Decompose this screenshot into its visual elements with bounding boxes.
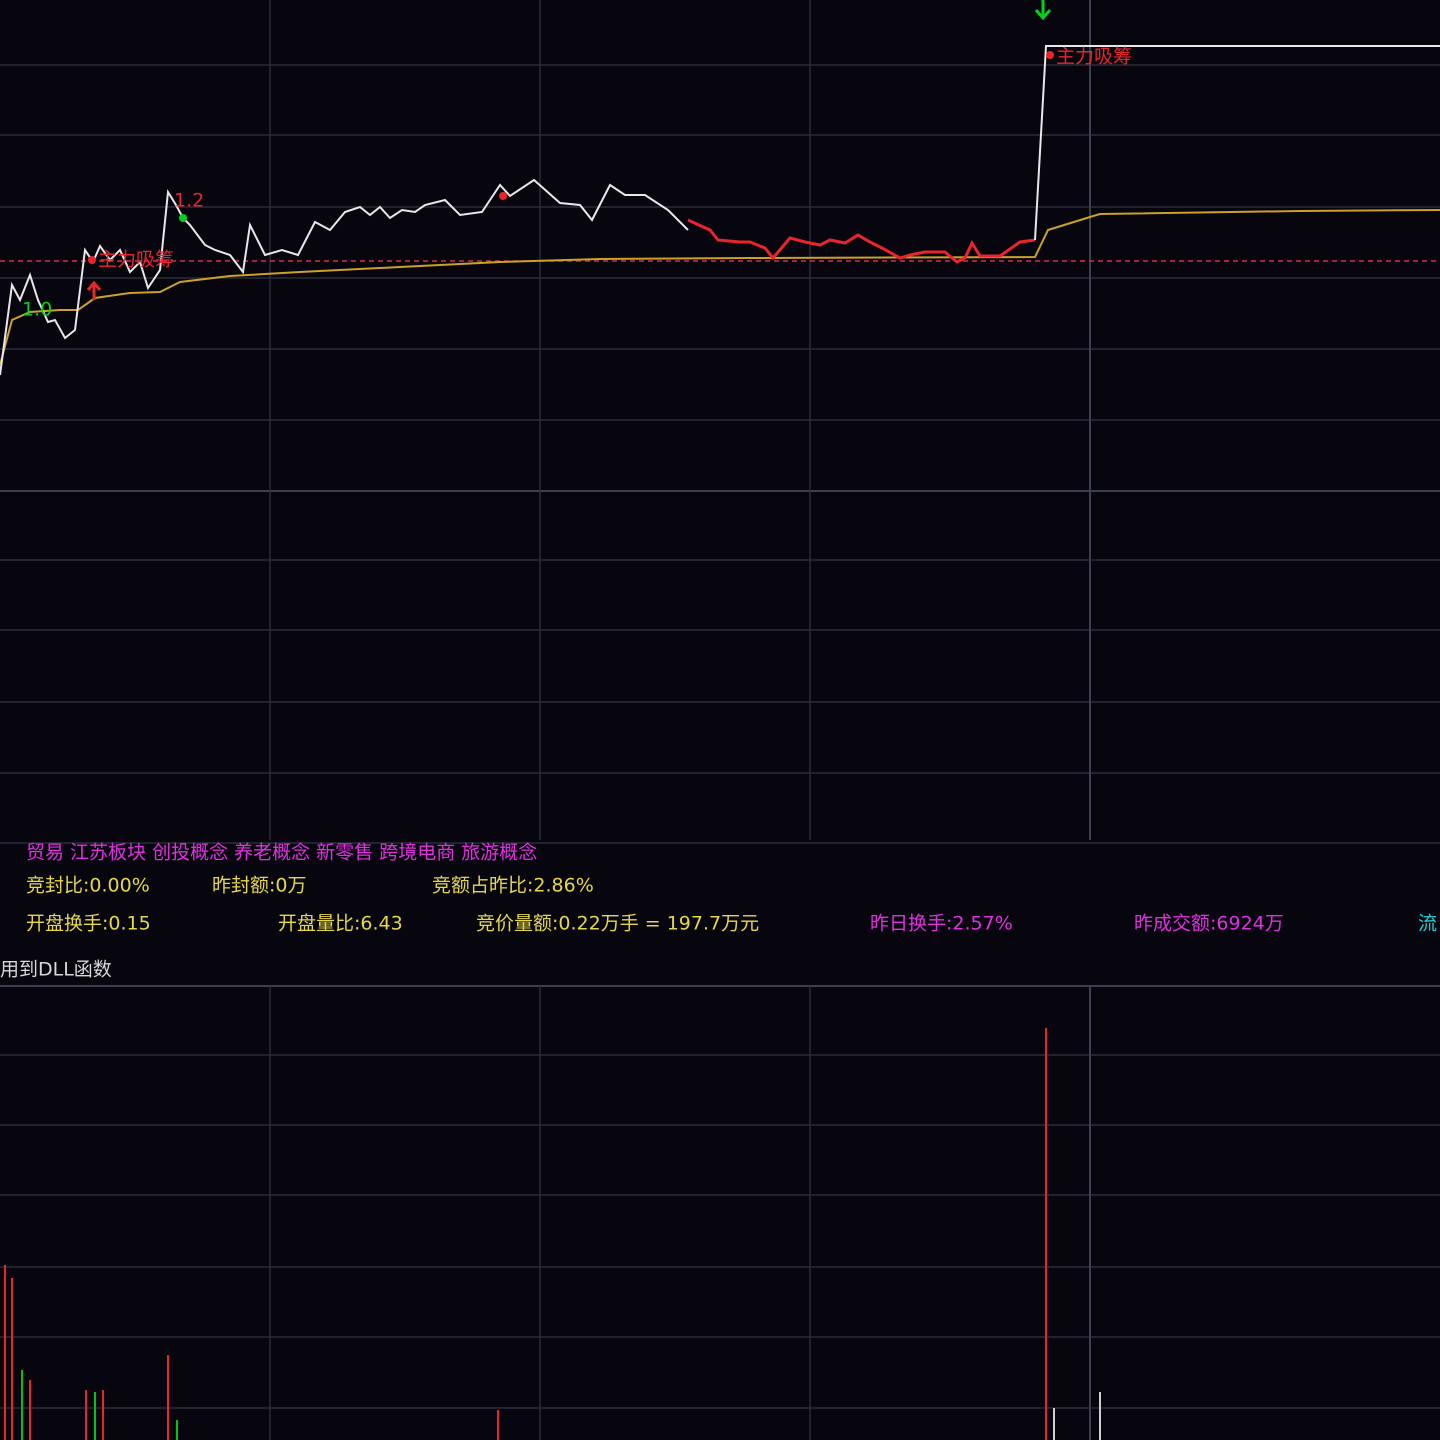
dot bbox=[179, 214, 187, 222]
signal-mark: 1.0 bbox=[22, 299, 52, 321]
up-arrow bbox=[86, 280, 102, 300]
dot bbox=[1046, 51, 1054, 59]
stat: 流 bbox=[1418, 913, 1437, 935]
dot bbox=[499, 192, 507, 200]
stat: 昨日换手:2.57% bbox=[870, 913, 1013, 935]
stat: 竞额占昨比:2.86% bbox=[432, 875, 594, 897]
price-line-red bbox=[687, 218, 1036, 264]
footer-note: 用到DLL函数 bbox=[0, 959, 112, 981]
stat: 昨封额:0万 bbox=[212, 875, 307, 897]
down-arrow bbox=[1034, 0, 1052, 21]
stat: 竞价量额:0.22万手 = 197.7万元 bbox=[476, 913, 759, 935]
price-line-end bbox=[1034, 45, 1440, 241]
signal-label: 主力吸筹 bbox=[98, 249, 174, 271]
price-line bbox=[0, 178, 689, 376]
stat: 开盘量比:6.43 bbox=[278, 913, 403, 935]
volume-bars bbox=[4, 1028, 1101, 1440]
stat: 竞封比:0.00% bbox=[26, 875, 150, 897]
signal-label: 主力吸筹 bbox=[1056, 46, 1132, 68]
stat: 开盘换手:0.15 bbox=[26, 913, 151, 935]
signal-mark: 1.2 bbox=[174, 190, 204, 212]
stat: 昨成交额:6924万 bbox=[1134, 913, 1284, 935]
average-line bbox=[0, 209, 1440, 366]
dot bbox=[88, 256, 96, 264]
concepts: 贸易 江苏板块 创投概念 养老概念 新零售 跨境电商 旅游概念 bbox=[26, 841, 537, 864]
